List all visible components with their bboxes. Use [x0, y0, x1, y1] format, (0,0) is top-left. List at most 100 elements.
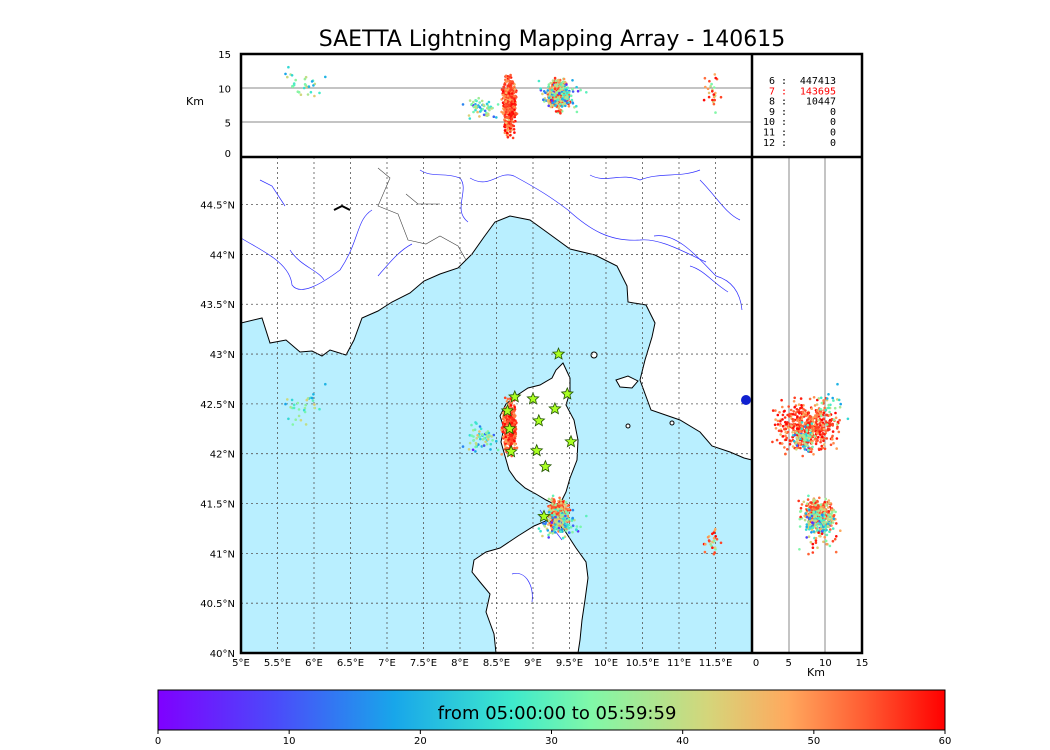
lightning-source-alt-lat [827, 518, 831, 521]
station-star [526, 391, 540, 405]
lightning-source-alt-lat [800, 427, 803, 431]
lightning-source-alt-lat [819, 412, 822, 416]
lightning-source-alt-lat [827, 406, 831, 410]
lightning-source-alt-lat [788, 422, 791, 426]
lightning-source-alt-lat [822, 540, 825, 544]
lightning-source-alt-lat [792, 439, 796, 443]
lightning-source-alt-lon [461, 103, 465, 106]
lightning-source [541, 534, 544, 538]
lightning-source-alt-lat [804, 414, 808, 418]
station-star [532, 413, 546, 427]
lightning-source [553, 518, 557, 521]
lightning-source-alt-lat [780, 429, 783, 433]
lightning-source [470, 423, 473, 427]
station-count: 0 [830, 117, 836, 128]
lightning-source-alt-lat [799, 437, 802, 441]
lightning-source-alt-lat [822, 411, 826, 415]
lightning-source-alt-lat [821, 446, 824, 450]
lightning-source [482, 437, 486, 440]
lightning-source [566, 526, 570, 529]
lightning-source [552, 506, 555, 509]
lightning-source [500, 453, 504, 456]
lightning-source [575, 525, 579, 528]
lightning-source-alt-lat [822, 518, 826, 522]
lightning-source [558, 524, 561, 527]
lon-tick-label: 9°E [524, 658, 542, 669]
lightning-source [501, 411, 505, 415]
lightning-source-alt-lon [571, 79, 574, 82]
lightning-source-alt-lat [802, 413, 805, 417]
lightning-source-alt-lat [813, 423, 817, 427]
lightning-source-alt-lat [803, 425, 807, 428]
lightning-source [569, 525, 573, 529]
lightning-source-alt-lat [799, 406, 802, 410]
lightning-source-alt-lat [810, 528, 814, 532]
lightning-source [507, 415, 511, 418]
lightning-source-alt-lat [809, 525, 812, 529]
lightning-source [474, 450, 477, 453]
lightning-source-alt-lat [808, 418, 812, 421]
lightning-source [713, 546, 717, 549]
lightning-source-alt-lon [510, 108, 513, 111]
lightning-source-alt-lat [819, 440, 822, 444]
lightning-source-alt-lon [566, 95, 569, 99]
lightning-source [514, 434, 517, 438]
lightning-source-alt-lon [508, 98, 512, 102]
lightning-source-alt-lon [467, 114, 471, 117]
lightning-source-alt-lat [811, 546, 815, 549]
lightning-source-alt-lat [795, 448, 798, 451]
lightning-source-alt-lat [798, 434, 802, 437]
lightning-source-alt-lat [825, 423, 829, 426]
lightning-source-alt-lat [833, 537, 837, 541]
lightning-source-alt-lon [287, 65, 290, 69]
station-count: 143695 [800, 86, 836, 97]
altitude-latitude-panel: 0 5 10 15 Km [752, 157, 868, 679]
lightning-source-alt-lat [795, 431, 799, 435]
lightning-source-alt-lat [826, 522, 830, 526]
lightning-source-alt-lat [771, 440, 774, 444]
lightning-source-alt-lat [831, 527, 835, 530]
lightning-source [304, 423, 308, 426]
top-ytick-label: 15 [218, 50, 231, 61]
lightning-source [567, 507, 571, 511]
lightning-source-alt-lon [291, 85, 295, 88]
lightning-source-alt-lon [286, 75, 289, 79]
lightning-source-alt-lon [514, 103, 517, 106]
lightning-source [297, 414, 301, 418]
lightning-source-alt-lat [831, 424, 834, 427]
lightning-source-alt-lat [793, 396, 796, 400]
lightning-source-alt-lat [817, 448, 821, 452]
lightning-source-alt-lat [800, 421, 804, 424]
lightning-source-alt-lat [805, 536, 808, 539]
lightning-source-alt-lat [801, 410, 805, 414]
lightning-source-alt-lon [506, 124, 510, 127]
lon-tick-label: 6°E [305, 658, 323, 669]
lightning-source [504, 440, 508, 443]
lat-tick-label: 42.5°N [200, 400, 235, 411]
lightning-source-alt-lat [800, 404, 803, 407]
lightning-source [714, 527, 717, 531]
lightning-source-alt-lat [818, 422, 821, 425]
lightning-source [564, 529, 568, 532]
right-xtick-label: 15 [856, 658, 869, 669]
lightning-source-alt-lon [547, 85, 550, 89]
lightning-source [554, 515, 557, 519]
lightning-source [556, 504, 560, 507]
lightning-source-alt-lat [792, 400, 796, 403]
lightning-source-alt-lat [781, 435, 785, 438]
lightning-source-alt-lat [846, 417, 850, 421]
lightning-source-alt-lon [303, 77, 307, 81]
lightning-source-alt-lon [711, 90, 714, 93]
lightning-source-alt-lon [707, 95, 711, 99]
lightning-source [557, 520, 561, 523]
lightning-source-alt-lat [816, 522, 820, 525]
lightning-source-alt-lon [503, 129, 507, 132]
colorbar-tick-label: 0 [155, 736, 161, 747]
lightning-source-alt-lon [554, 110, 558, 113]
lightning-source-alt-lat [821, 529, 825, 532]
lightning-source-alt-lon [487, 113, 490, 117]
lightning-source [513, 443, 517, 446]
lightning-source-alt-lon [556, 85, 559, 88]
lightning-source-alt-lon [284, 72, 287, 76]
colorbar: from 05:00:00 to 05:59:59 0 10 20 30 40 50 60 [155, 689, 951, 747]
